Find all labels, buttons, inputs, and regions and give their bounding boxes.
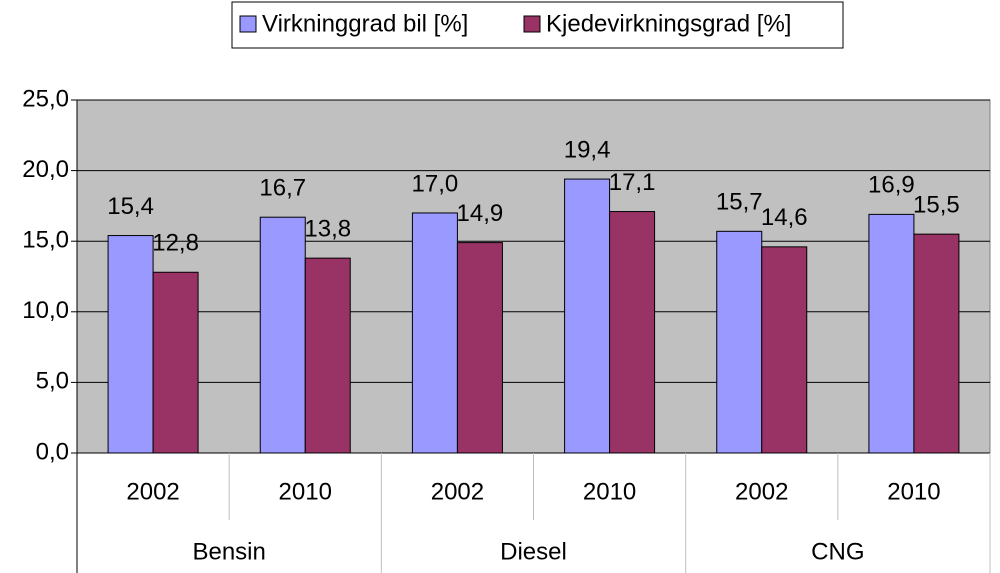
- y-tick-label: 0,0: [36, 438, 69, 465]
- legend-label: Kjedevirkningsgrad [%]: [546, 10, 791, 37]
- y-tick-label: 15,0: [22, 227, 69, 254]
- bar: [913, 233, 960, 454]
- value-label: 16,7: [259, 175, 306, 202]
- x-tick-label: 2002: [735, 478, 788, 505]
- value-label: 12,8: [152, 230, 199, 257]
- group-label: CNG: [811, 538, 864, 565]
- bar: [304, 257, 351, 454]
- group-label: Bensin: [192, 538, 265, 565]
- value-label: 14,9: [457, 200, 504, 227]
- x-tick-label: 2002: [431, 478, 484, 505]
- value-label: 15,4: [107, 193, 154, 220]
- bar: [107, 235, 154, 454]
- y-tick-label: 10,0: [22, 297, 69, 324]
- value-label: 17,1: [609, 169, 656, 196]
- value-label: 17,0: [412, 170, 459, 197]
- y-tick-label: 5,0: [36, 368, 69, 395]
- bar: [259, 216, 306, 454]
- bar: [868, 213, 915, 454]
- x-tick-label: 2010: [583, 478, 636, 505]
- y-tick-label: 20,0: [22, 156, 69, 183]
- x-tick-label: 2010: [279, 478, 332, 505]
- bar: [761, 246, 808, 454]
- bar: [609, 211, 656, 454]
- value-label: 15,7: [716, 189, 763, 216]
- legend-label: Virkninggrad bil [%]: [262, 10, 468, 37]
- legend-swatch: [523, 15, 541, 33]
- bar: [152, 271, 199, 454]
- bar: [716, 230, 763, 454]
- legend-swatch: [239, 15, 257, 33]
- plot-area: [76, 99, 991, 454]
- bar: [564, 178, 611, 454]
- value-label: 16,9: [868, 172, 915, 199]
- bar: [456, 242, 503, 454]
- value-label: 14,6: [761, 204, 808, 231]
- x-tick-label: 2002: [126, 478, 179, 505]
- y-tick-label: 25,0: [22, 85, 69, 112]
- x-tick-label: 2010: [887, 478, 940, 505]
- value-label: 15,5: [913, 191, 960, 218]
- group-label: Diesel: [500, 538, 567, 565]
- value-label: 13,8: [304, 215, 351, 242]
- bar: [411, 212, 458, 454]
- value-label: 19,4: [564, 136, 611, 163]
